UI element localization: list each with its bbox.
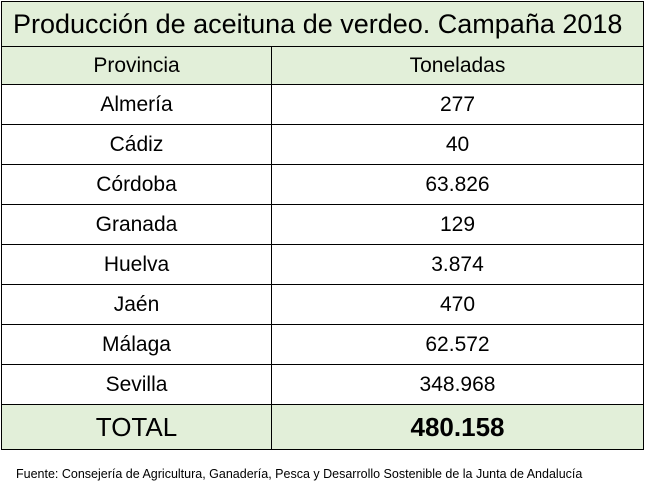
province-cell: Málaga [1, 324, 272, 365]
table-row: Cádiz 40 [1, 124, 644, 165]
table-row: Huelva 3.874 [1, 244, 644, 285]
tonnes-cell: 40 [271, 124, 644, 165]
province-cell: Huelva [1, 244, 272, 285]
tonnes-cell: 3.874 [271, 244, 644, 285]
table-row: Almería 277 [1, 84, 644, 125]
table-row: Málaga 62.572 [1, 324, 644, 365]
tonnes-cell: 470 [271, 284, 644, 325]
header-tonnes: Toneladas [271, 46, 644, 85]
tonnes-cell: 348.968 [271, 364, 644, 405]
header-row: Provincia Toneladas [1, 46, 644, 85]
source-note: Fuente: Consejería de Agricultura, Ganad… [16, 467, 583, 481]
production-table: Producción de aceituna de verdeo. Campañ… [1, 1, 644, 450]
production-table-container: Producción de aceituna de verdeo. Campañ… [1, 1, 644, 450]
tonnes-cell: 63.826 [271, 164, 644, 205]
table-row: Jaén 470 [1, 284, 644, 325]
province-cell: Córdoba [1, 164, 272, 205]
table-row: Sevilla 348.968 [1, 364, 644, 405]
tonnes-cell: 62.572 [271, 324, 644, 365]
province-cell: Jaén [1, 284, 272, 325]
title-row: Producción de aceituna de verdeo. Campañ… [1, 1, 644, 47]
total-row: TOTAL 480.158 [1, 404, 644, 450]
province-cell: Granada [1, 204, 272, 245]
table-title: Producción de aceituna de verdeo. Campañ… [1, 1, 644, 47]
province-cell: Cádiz [1, 124, 272, 165]
table-row: Córdoba 63.826 [1, 164, 644, 205]
total-value: 480.158 [271, 404, 644, 450]
total-label: TOTAL [1, 404, 272, 450]
tonnes-cell: 129 [271, 204, 644, 245]
province-cell: Sevilla [1, 364, 272, 405]
tonnes-cell: 277 [271, 84, 644, 125]
table-row: Granada 129 [1, 204, 644, 245]
header-province: Provincia [1, 46, 272, 85]
province-cell: Almería [1, 84, 272, 125]
